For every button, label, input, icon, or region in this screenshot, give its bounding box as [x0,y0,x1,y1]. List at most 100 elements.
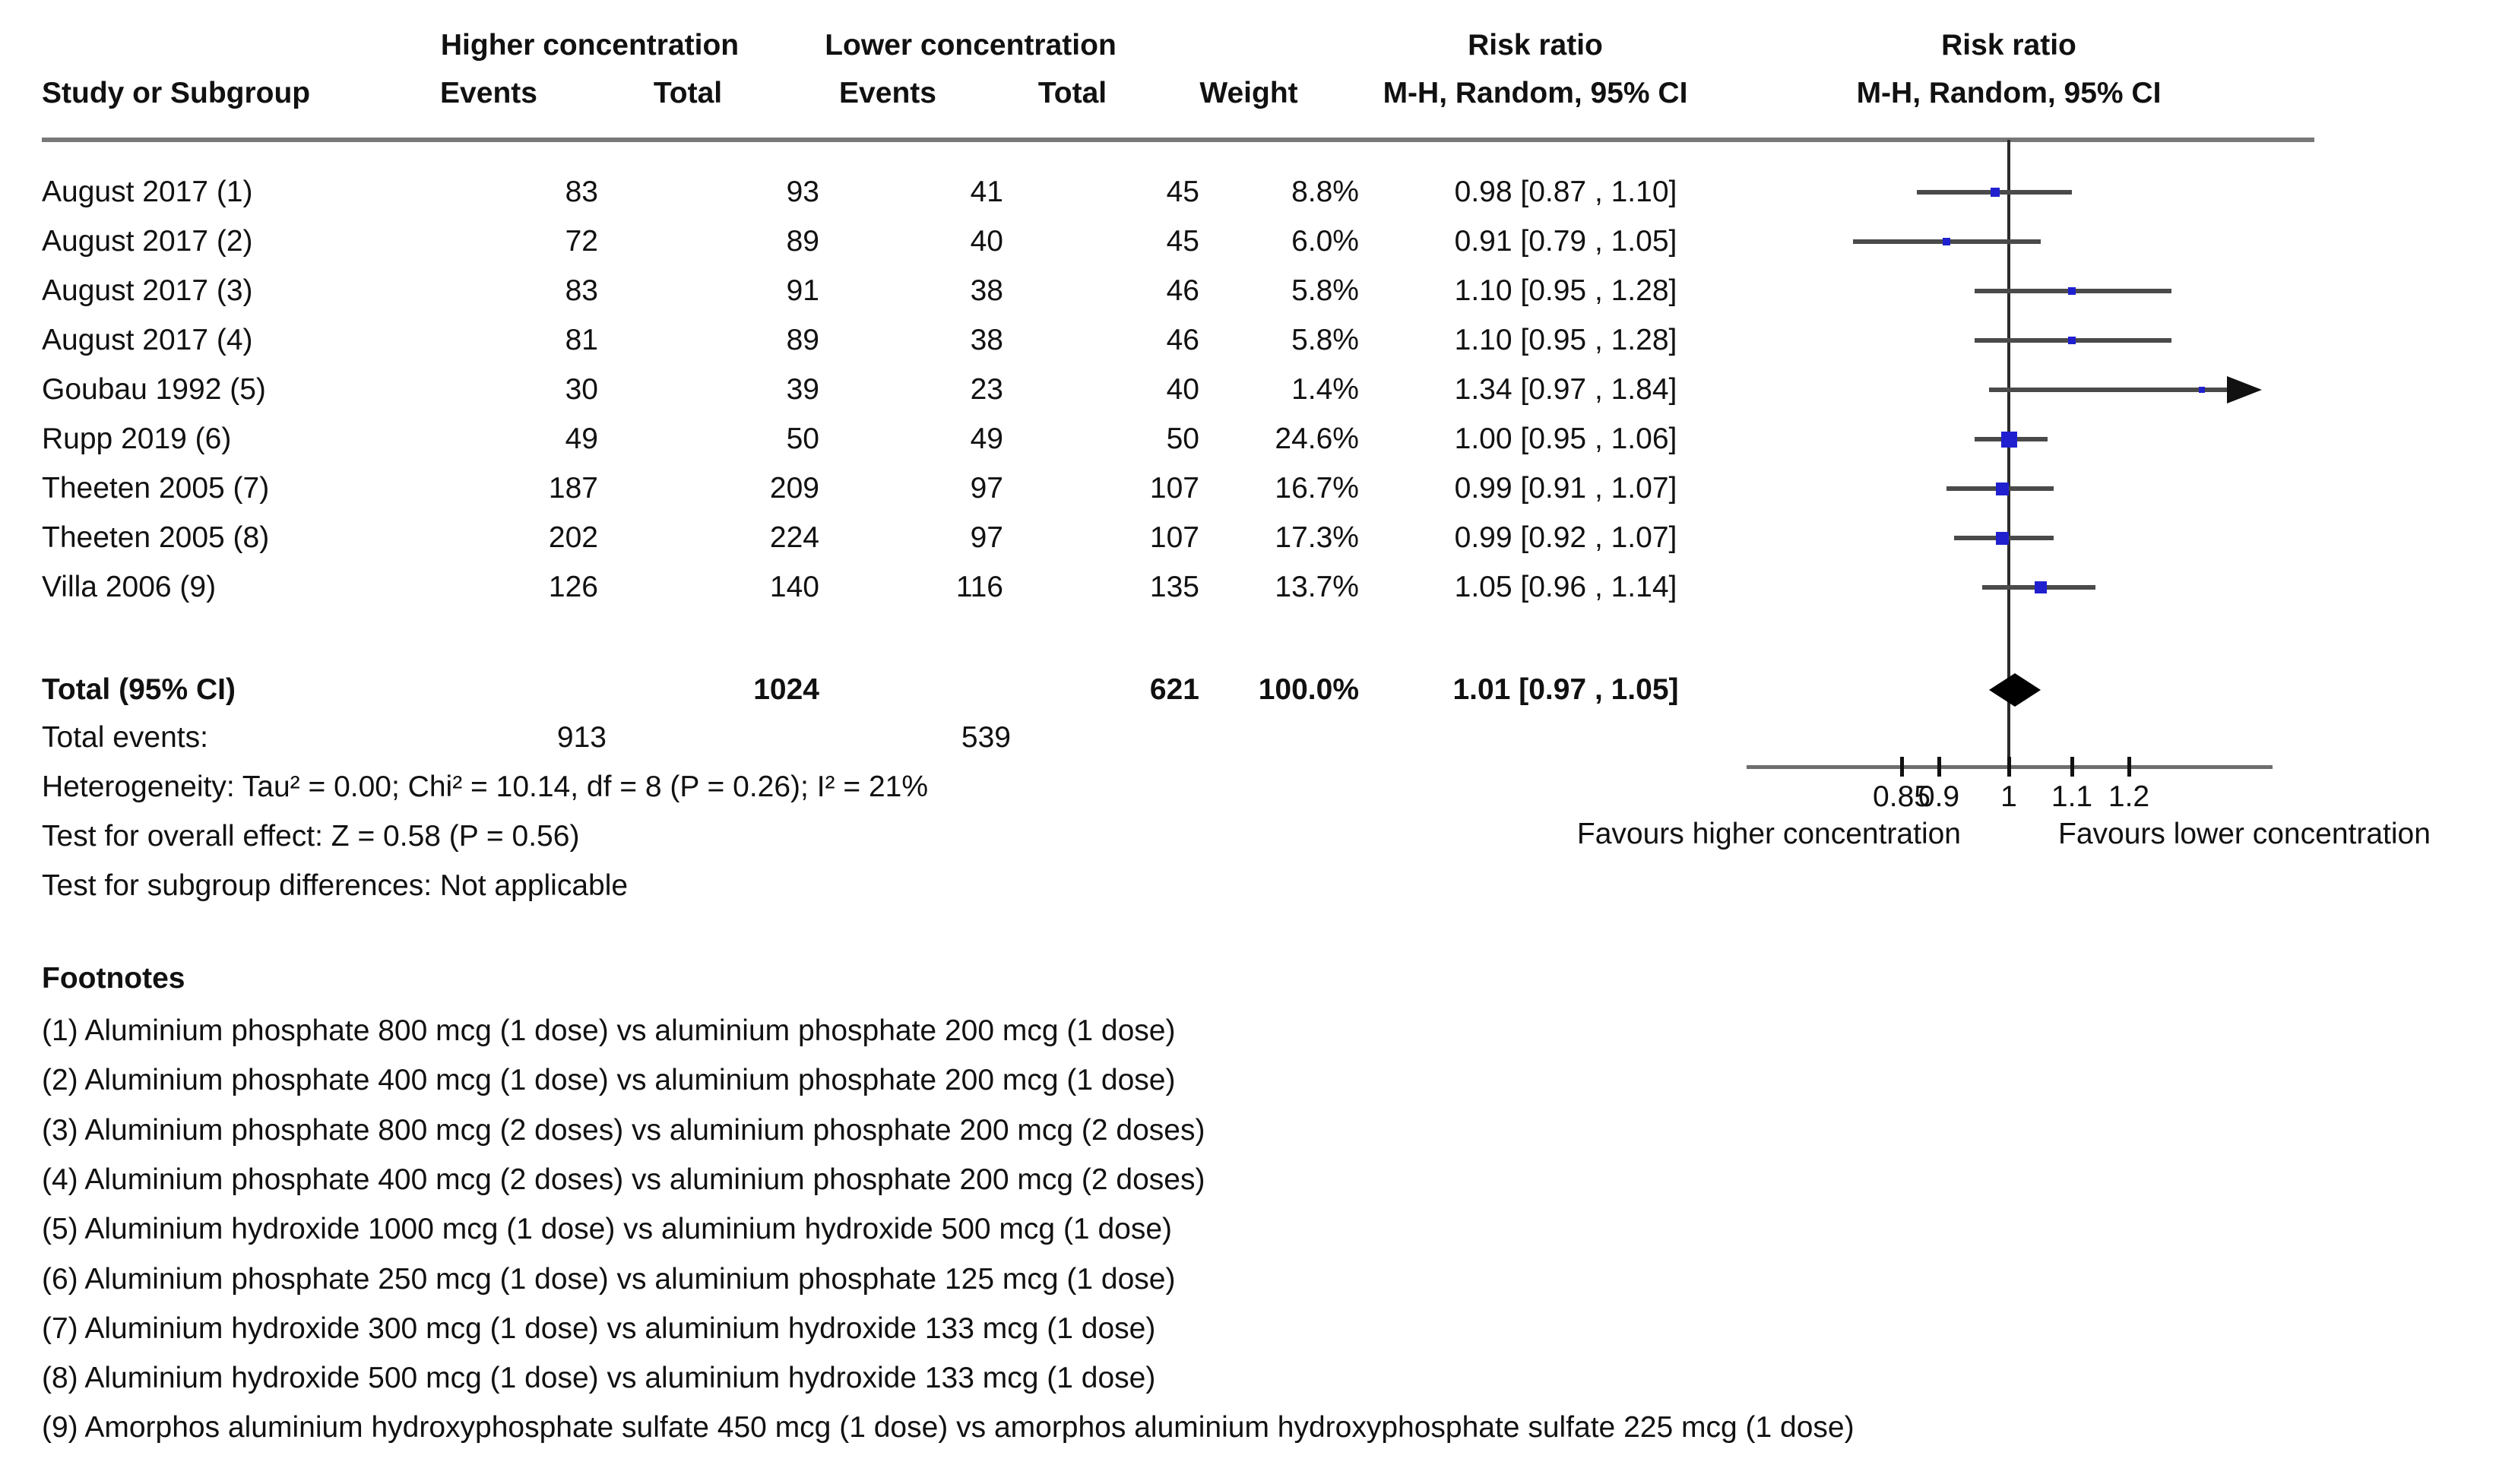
axis-tick [2127,757,2131,777]
footnote-item: (9) Amorphos aluminium hydroxyphosphate … [42,1411,1855,1444]
rr-ci-text: 1.10 [0.95 , 1.28] [1454,324,1677,356]
footnote-item: (2) Aluminium phosphate 400 mcg (1 dose)… [42,1064,1176,1096]
axis-tick-label: 0.85 [1873,780,1931,813]
study-label: August 2017 (4) [42,324,253,356]
axis-tick-label: 1.1 [2051,780,2093,813]
ci-line [1989,388,2227,392]
events-lower: 116 [955,571,1003,603]
rr-ci-text: 1.00 [0.95 , 1.06] [1454,422,1677,455]
events-lower: 97 [970,472,1003,505]
study-label: Villa 2006 (9) [42,571,217,603]
total-rr-ci-text: 1.01 [0.97 , 1.05] [1452,673,1679,706]
events-higher: 126 [548,571,598,603]
footnote-item: (4) Aluminium phosphate 400 mcg (2 doses… [42,1163,1205,1196]
axis-tick [1900,757,1904,777]
total-lower: 45 [1166,176,1199,208]
events-lower: 38 [970,324,1003,356]
total-events-label: Total events: [42,721,208,754]
total-higher: 50 [786,422,819,455]
rr-ci-text: 1.34 [0.97 , 1.84] [1454,373,1677,406]
events-lower: 97 [970,521,1003,554]
effect-marker [1996,532,2009,545]
effect-marker [1943,238,1950,245]
events-higher-header: Events [440,77,537,109]
events-higher: 81 [565,324,598,356]
weight-value: 17.3% [1275,521,1359,554]
weight-value: 16.7% [1275,472,1359,505]
total-weight: 100.0% [1258,673,1359,706]
total-events-row: Total events: 913 539 [0,713,2515,763]
footnote-item: (8) Aluminium hydroxide 500 mcg (1 dose)… [42,1362,1156,1394]
weight-value: 24.6% [1275,422,1359,455]
events-higher: 49 [565,422,598,455]
total-higher: 39 [786,373,819,406]
total-lower: 107 [1149,521,1199,554]
rr-text-col-subtitle: M-H, Random, 95% CI [1383,77,1688,109]
axis-tick-label: 0.9 [1918,780,1960,813]
weight-value: 5.8% [1291,274,1359,307]
events-lower: 49 [970,422,1003,455]
rr-ci-text: 0.91 [0.79 , 1.05] [1454,225,1677,258]
axis-tick [2007,757,2011,777]
footnotes-title: Footnotes [42,962,185,995]
events-lower: 38 [970,274,1003,307]
events-lower-header: Events [839,77,936,109]
total-higher: 93 [786,176,819,208]
effect-marker [1991,188,2000,197]
total-lower: 107 [1149,472,1199,505]
rr-ci-text: 0.99 [0.91 , 1.07] [1454,472,1677,505]
group1-title: Higher concentration [440,29,740,62]
total-higher: 224 [769,521,819,554]
rr-ci-text: 1.05 [0.96 , 1.14] [1454,571,1677,603]
total-events-higher: 913 [556,721,607,754]
total-higher: 209 [769,472,819,505]
axis-tick-label: 1.2 [2108,780,2150,813]
weight-value: 6.0% [1291,225,1359,258]
rr-ci-text: 1.10 [0.95 , 1.28] [1454,274,1677,307]
footnote-item: (6) Aluminium phosphate 250 mcg (1 dose)… [42,1263,1176,1296]
total-lower: 45 [1166,225,1199,258]
no-effect-line [2007,140,2010,769]
study-label: Theeten 2005 (8) [42,521,270,554]
total-higher: 89 [786,324,819,356]
events-higher: 187 [548,472,598,505]
subgroup-test-text: Test for subgroup differences: Not appli… [42,869,629,902]
favours-left-label: Favours higher concentration [1576,818,1961,850]
total-lower: 46 [1166,324,1199,356]
footnote-item: (5) Aluminium hydroxide 1000 mcg (1 dose… [42,1213,1173,1245]
rr-ci-text: 0.98 [0.87 , 1.10] [1454,176,1677,208]
total-lower: 135 [1149,571,1199,603]
weight-value: 8.8% [1291,176,1359,208]
rr-text-col-title: Risk ratio [1468,29,1603,62]
header-row-1: Higher concentration Lower concentration… [0,21,2515,71]
weight-value: 13.7% [1275,571,1359,603]
rr-plot-col-title: Risk ratio [1941,29,2076,62]
effect-marker [1996,483,2009,495]
events-higher: 72 [565,225,598,258]
events-higher: 30 [565,373,598,406]
weight-value: 1.4% [1291,373,1359,406]
heterogeneity-text: Heterogeneity: Tau² = 0.00; Chi² = 10.14… [42,770,929,803]
ci-arrow-right [2227,376,2262,403]
effect-marker [2068,287,2076,295]
footnote-item: (1) Aluminium phosphate 800 mcg (1 dose)… [42,1014,1176,1047]
axis-tick [1937,757,1941,777]
total-total-higher: 1024 [753,673,819,706]
study-col-header: Study or Subgroup [42,77,311,109]
effect-marker [2199,387,2205,393]
total-lower: 46 [1166,274,1199,307]
total-higher: 140 [769,571,819,603]
events-higher: 83 [565,274,598,307]
total-lower-header: Total [1037,77,1107,109]
study-label: Rupp 2019 (6) [42,422,232,455]
weight-header: Weight [1199,77,1298,109]
total-higher: 91 [786,274,819,307]
rr-ci-text: 0.99 [0.92 , 1.07] [1454,521,1677,554]
total-higher: 89 [786,225,819,258]
study-label: Theeten 2005 (7) [42,472,270,505]
header-rule [42,138,2314,142]
total-label: Total (95% CI) [42,673,236,706]
study-label: Goubau 1992 (5) [42,373,266,406]
overall-effect-text: Test for overall effect: Z = 0.58 (P = 0… [42,820,580,853]
